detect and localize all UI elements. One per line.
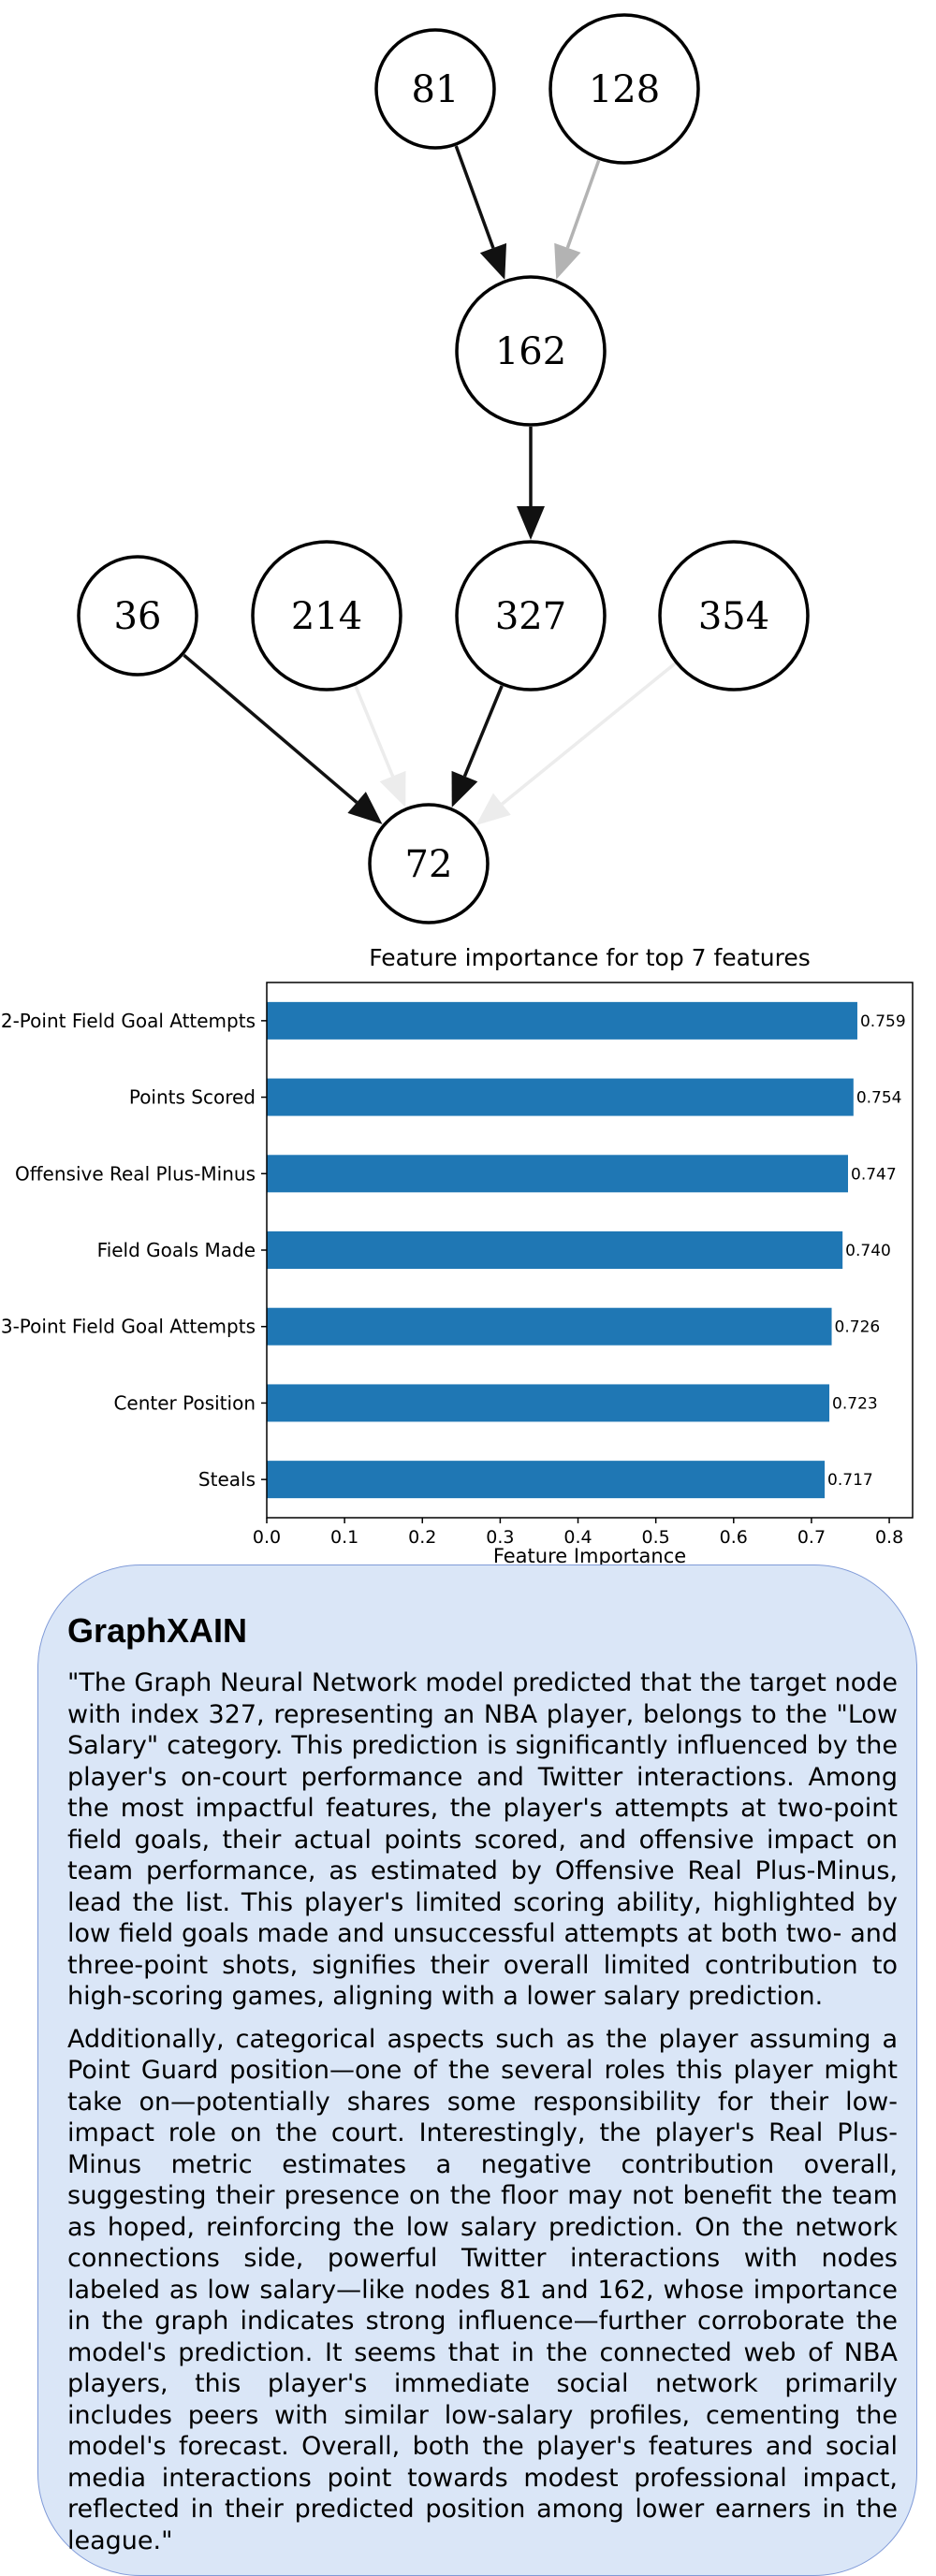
x-tick-label: 0.0: [253, 1527, 281, 1548]
graph-node-72: 72: [368, 803, 490, 924]
svg-text:162: 162: [495, 330, 566, 373]
bar: [267, 1231, 843, 1269]
svg-text:354: 354: [698, 595, 769, 638]
x-tick-label: 0.4: [563, 1527, 592, 1548]
x-tick-label: 0.3: [486, 1527, 514, 1548]
graph-diagram: 81 128 162 36 214 327 354 72: [77, 13, 810, 924]
svg-text:81: 81: [412, 68, 460, 111]
edge-128-162: [554, 159, 601, 280]
x-axis-label: Feature Importance: [493, 1545, 686, 1565]
edge-214-72: [354, 685, 406, 808]
x-tick-label: 0.2: [408, 1527, 436, 1548]
x-tick-label: 0.6: [720, 1527, 748, 1548]
x-tick-label: 0.8: [875, 1527, 903, 1548]
graph-node-81: 81: [374, 28, 496, 150]
bar: [267, 1155, 848, 1193]
bar: [267, 1461, 826, 1499]
explanation-title: GraphXAIN: [67, 1611, 248, 1650]
svg-text:72: 72: [405, 843, 453, 886]
feature-importance-chart: Feature importance for top 7 features 0.…: [1, 944, 914, 1565]
explanation-paragraph: Additionally, categorical aspects such a…: [67, 2024, 898, 2555]
graph-node-162: 162: [455, 275, 607, 427]
bar-value-label: 0.723: [832, 1394, 878, 1413]
graph-node-327: 327: [455, 540, 607, 691]
edge-81-162: [454, 145, 507, 280]
bar-value-label: 0.717: [827, 1471, 873, 1490]
graph-node-214: 214: [251, 540, 402, 691]
y-tick-label: 3-Point Field Goal Attempts: [1, 1316, 256, 1338]
bar-value-label: 0.754: [856, 1089, 902, 1108]
bar: [267, 1384, 830, 1422]
y-tick-label: Points Scored: [129, 1086, 256, 1109]
chart-title: Feature importance for top 7 features: [369, 944, 811, 971]
x-tick-label: 0.1: [330, 1527, 358, 1548]
edge-36-72: [183, 653, 383, 824]
bar-value-label: 0.740: [845, 1242, 891, 1260]
graph-node-128: 128: [548, 13, 700, 165]
bar: [267, 1078, 854, 1116]
bar-value-label: 0.759: [860, 1012, 906, 1031]
y-tick-label: Steals: [198, 1468, 256, 1491]
explanation-paragraph: "The Graph Neural Network model predicte…: [67, 1668, 898, 2012]
y-tick-label: Field Goals Made: [97, 1239, 256, 1261]
y-tick-label: Center Position: [113, 1391, 256, 1414]
x-tick-label: 0.5: [642, 1527, 670, 1548]
svg-text:128: 128: [589, 68, 660, 111]
svg-text:36: 36: [114, 595, 162, 638]
bar-value-label: 0.726: [835, 1318, 881, 1337]
edge-327-72: [451, 685, 504, 808]
graph-node-36: 36: [77, 555, 198, 677]
y-tick-label: 2-Point Field Goal Attempts: [1, 1010, 256, 1032]
graph-node-354: 354: [658, 540, 810, 691]
bar: [267, 1307, 832, 1346]
explanation-panel: GraphXAIN "The Graph Neural Network mode…: [37, 1565, 917, 2576]
y-tick-label: Offensive Real Plus-Minus: [15, 1162, 256, 1185]
svg-text:327: 327: [495, 595, 566, 638]
bar: [267, 1001, 857, 1040]
svg-text:214: 214: [291, 595, 362, 638]
edge-162-327: [517, 427, 545, 540]
bar-value-label: 0.747: [851, 1165, 897, 1184]
edge-354-72: [475, 662, 677, 825]
x-tick-label: 0.7: [797, 1527, 826, 1548]
